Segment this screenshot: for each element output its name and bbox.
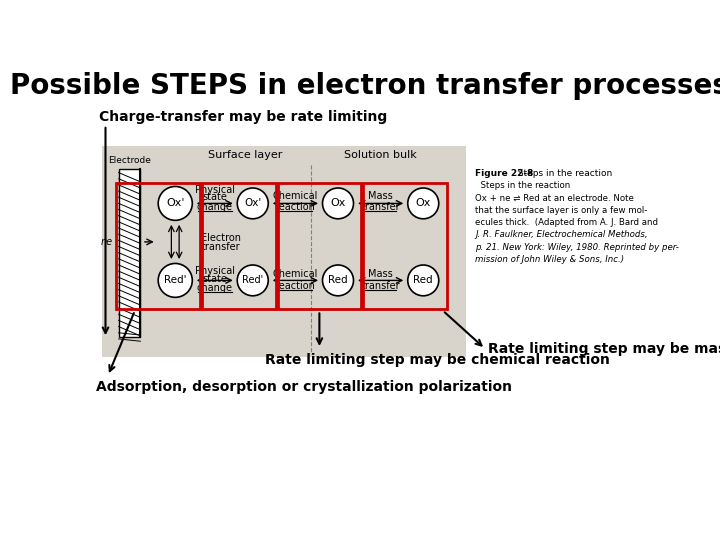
- Circle shape: [323, 265, 354, 296]
- Text: Chemical: Chemical: [273, 191, 318, 201]
- Text: Possible STEPS in electron transfer processes: Possible STEPS in electron transfer proc…: [9, 72, 720, 100]
- Text: ne: ne: [100, 237, 112, 247]
- Text: mission of John Wiley & Sons, Inc.): mission of John Wiley & Sons, Inc.): [475, 255, 624, 264]
- Text: that the surface layer is only a few mol-: that the surface layer is only a few mol…: [475, 206, 647, 215]
- Text: J. R. Faulkner, Electrochemical Methods,: J. R. Faulkner, Electrochemical Methods,: [475, 231, 648, 239]
- Circle shape: [238, 265, 269, 296]
- Bar: [277, 183, 361, 309]
- Text: Ox: Ox: [415, 198, 431, 208]
- Text: transfer: transfer: [202, 242, 240, 252]
- Text: Surface layer: Surface layer: [208, 150, 282, 160]
- Text: Charge-transfer may be rate limiting: Charge-transfer may be rate limiting: [99, 110, 387, 124]
- Text: Rate limiting step may be mass transfer: Rate limiting step may be mass transfer: [487, 342, 720, 356]
- Circle shape: [408, 265, 438, 296]
- Text: p. 21. New York: Wiley, 1980. Reprinted by per-: p. 21. New York: Wiley, 1980. Reprinted …: [475, 242, 679, 252]
- Text: state: state: [202, 274, 228, 284]
- Text: Red': Red': [164, 275, 186, 286]
- Text: Solution bulk: Solution bulk: [344, 150, 417, 160]
- Text: transfer: transfer: [361, 281, 400, 291]
- Text: reaction: reaction: [276, 202, 315, 212]
- Text: transfer: transfer: [361, 202, 400, 212]
- Text: Red': Red': [242, 275, 264, 286]
- Text: Mass: Mass: [368, 191, 393, 201]
- Text: Chemical: Chemical: [273, 269, 318, 279]
- Circle shape: [238, 188, 269, 219]
- Text: Physical: Physical: [195, 266, 235, 276]
- Text: Ox + ne ⇌ Red at an electrode. Note: Ox + ne ⇌ Red at an electrode. Note: [475, 193, 634, 202]
- Text: Mass: Mass: [368, 269, 393, 279]
- Text: Ox: Ox: [330, 198, 346, 208]
- Text: Figure 22-8: Figure 22-8: [475, 168, 534, 178]
- Text: Electron: Electron: [201, 233, 241, 243]
- Circle shape: [158, 186, 192, 220]
- Bar: [363, 183, 446, 309]
- Bar: [116, 183, 200, 309]
- Text: Physical: Physical: [195, 185, 235, 194]
- Text: change: change: [197, 202, 233, 212]
- Text: Steps in the reaction: Steps in the reaction: [513, 168, 613, 178]
- Text: Ox': Ox': [244, 198, 261, 208]
- Bar: [202, 183, 276, 309]
- Text: Red: Red: [328, 275, 348, 286]
- Circle shape: [408, 188, 438, 219]
- Text: change: change: [197, 283, 233, 293]
- Text: Red: Red: [413, 275, 433, 286]
- Text: Steps in the reaction: Steps in the reaction: [475, 181, 570, 190]
- Circle shape: [158, 264, 192, 298]
- Text: Electrode: Electrode: [108, 156, 151, 165]
- Text: Adsorption, desorption or crystallization polarization: Adsorption, desorption or crystallizatio…: [96, 380, 512, 394]
- Text: Ox': Ox': [166, 198, 184, 208]
- Bar: [102, 146, 466, 357]
- Text: reaction: reaction: [276, 281, 315, 291]
- Circle shape: [323, 188, 354, 219]
- Text: state: state: [202, 192, 228, 202]
- Text: ecules thick.  (Adapted from A. J. Bard and: ecules thick. (Adapted from A. J. Bard a…: [475, 218, 658, 227]
- Bar: [119, 168, 140, 336]
- Text: Rate limiting step may be chemical reaction: Rate limiting step may be chemical react…: [265, 354, 610, 368]
